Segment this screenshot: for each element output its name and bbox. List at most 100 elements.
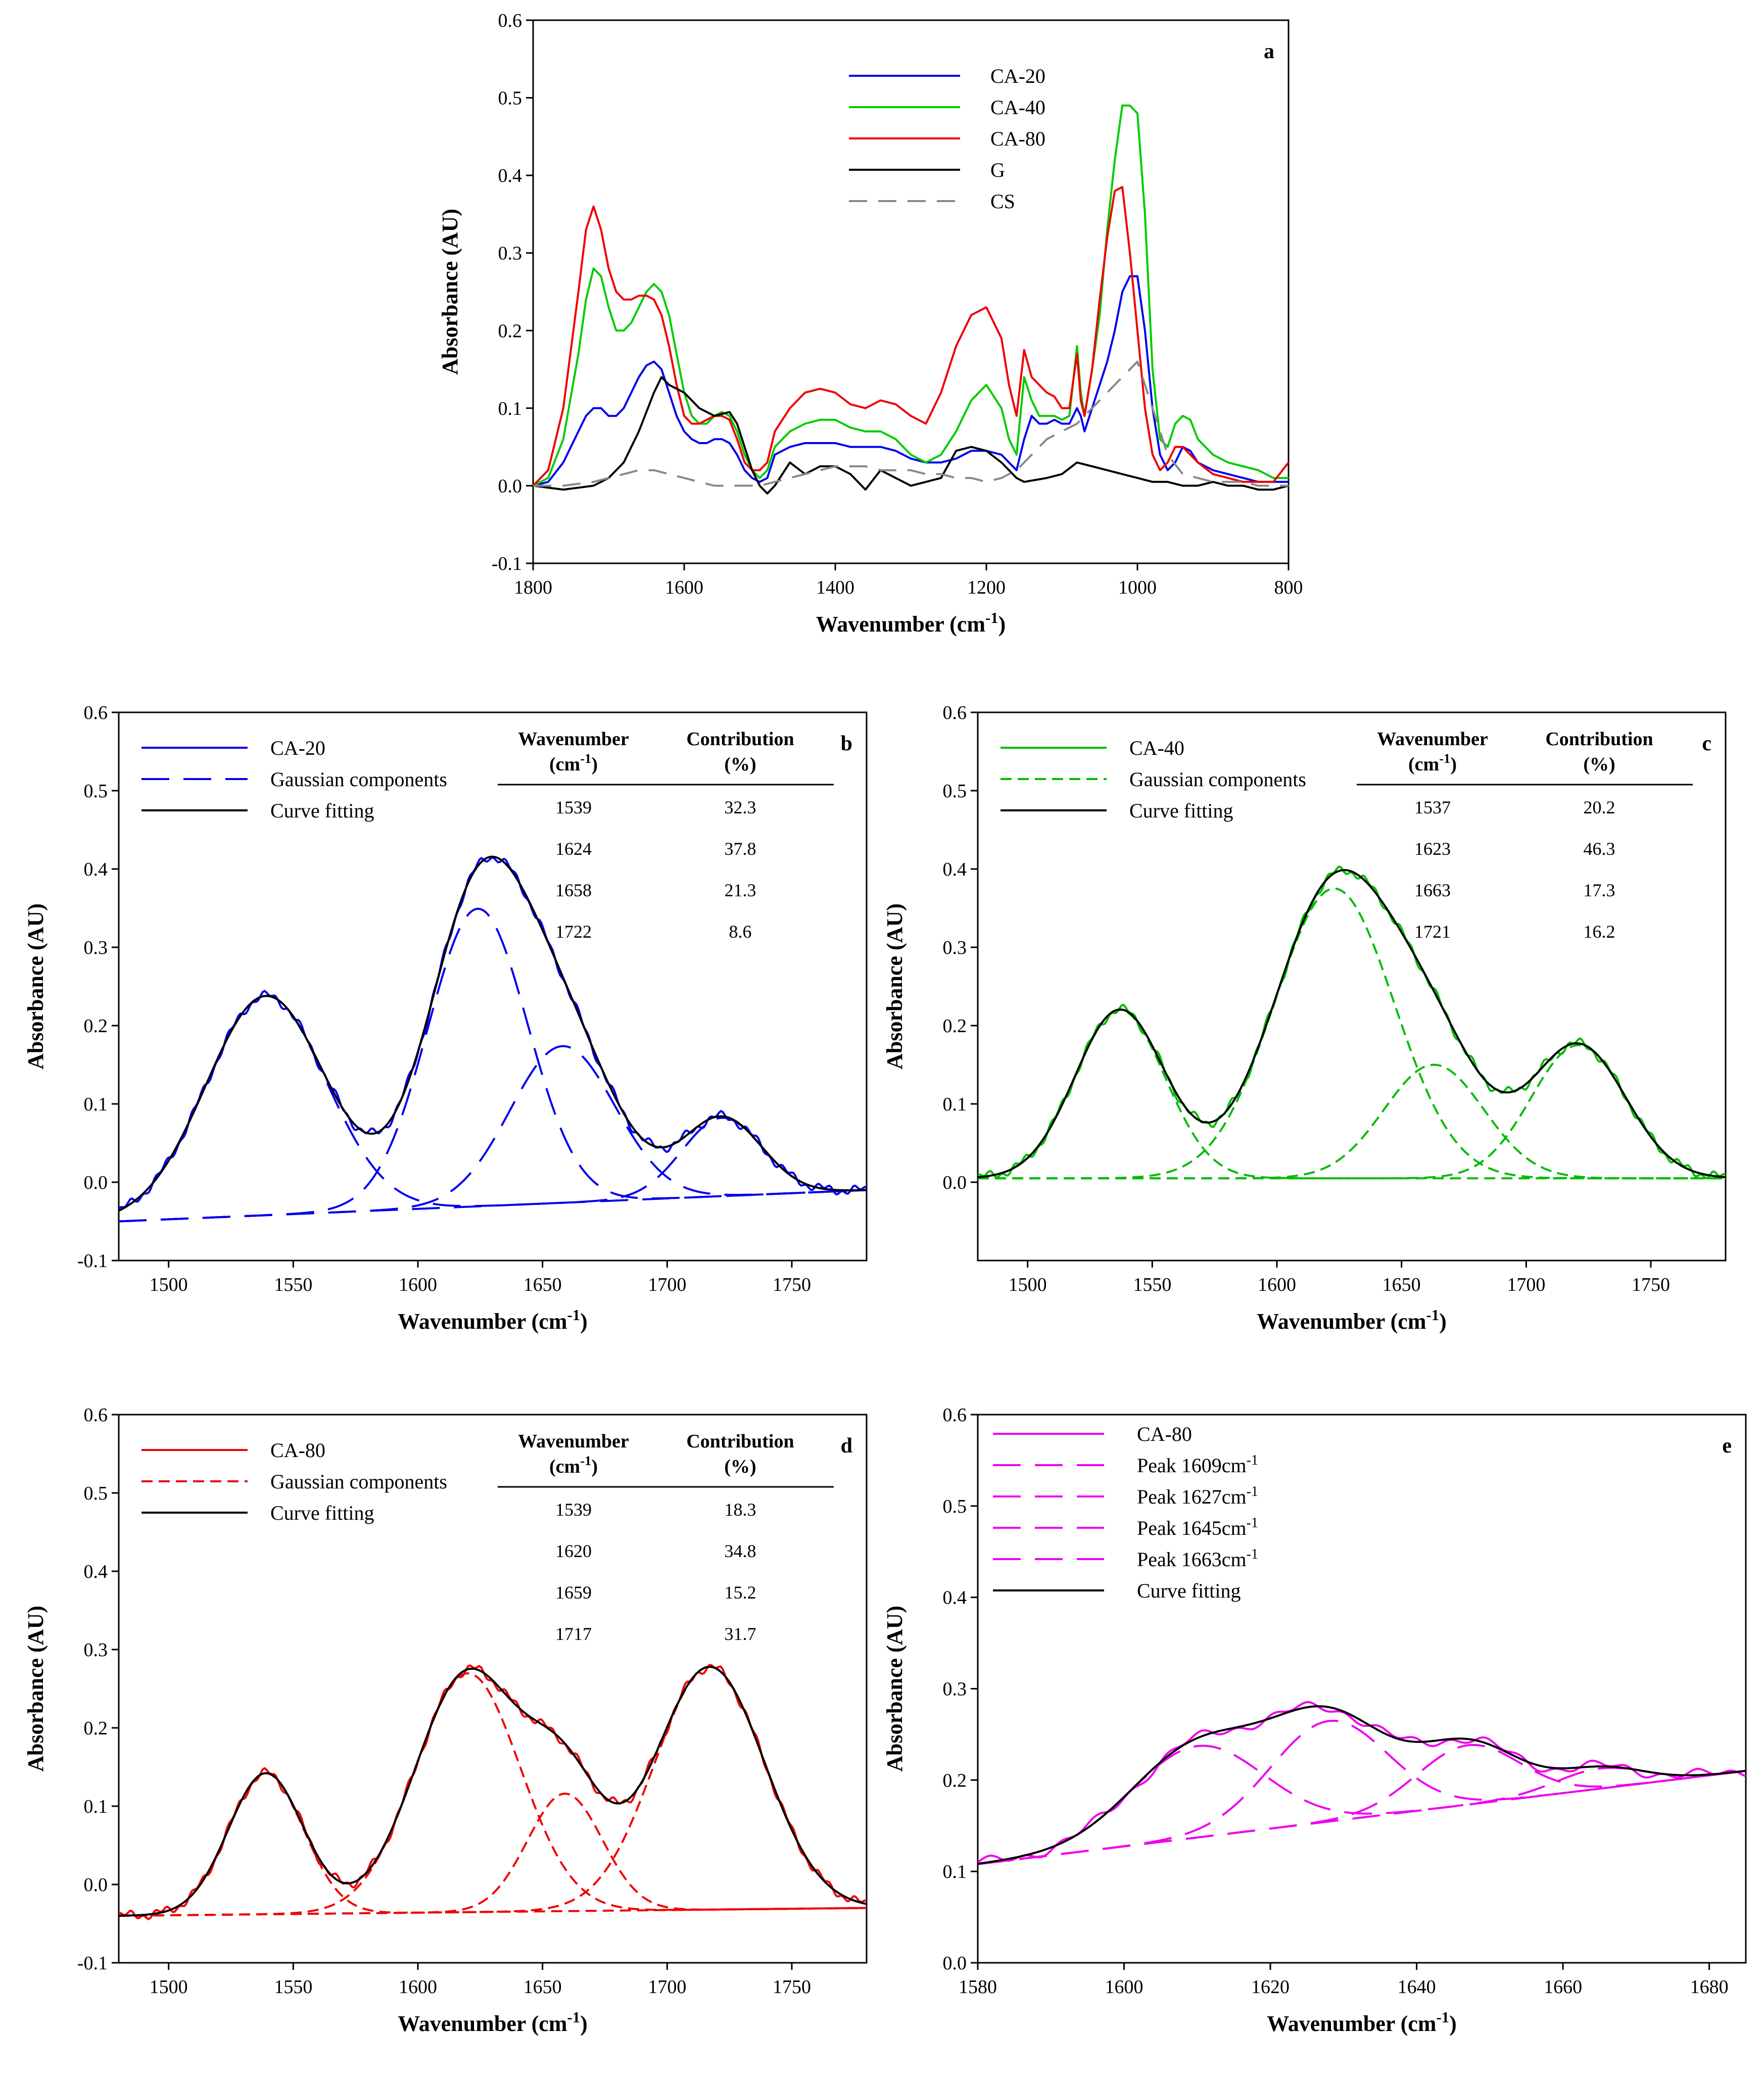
superscript: -1 — [1426, 1307, 1439, 1324]
table-cell-contribution: 31.7 — [725, 1624, 756, 1644]
table-cell-wavenumber: 1717 — [555, 1624, 592, 1644]
table-cell-wavenumber: 1537 — [1414, 797, 1451, 817]
x-tick-label: 1580 — [959, 1976, 997, 1998]
x-tick-label: 1650 — [523, 1274, 562, 1295]
superscript: -1 — [580, 751, 591, 766]
y-tick-label: 0.1 — [84, 1796, 108, 1817]
legend-label: Curve fitting — [270, 799, 374, 822]
y-tick-label: 0.6 — [84, 1405, 108, 1426]
experimental-spectrum — [978, 1701, 1746, 1863]
superscript: -1 — [1247, 1453, 1258, 1468]
table-cell-wavenumber: 1623 — [1414, 839, 1451, 859]
y-tick-label: 0.2 — [84, 1718, 108, 1739]
y-tick-label: 0.6 — [943, 1405, 967, 1426]
text-span: Curve fitting — [1137, 1579, 1241, 1602]
text-span: Wavenumber (cm — [398, 2011, 567, 2036]
plot-frame — [118, 711, 868, 1262]
table-cell-wavenumber: 1620 — [555, 1541, 592, 1561]
curve-fitting-line — [978, 1705, 1746, 1865]
legend-label: CA-20 — [270, 737, 325, 759]
text-span: CA-80 — [1137, 1423, 1192, 1445]
superscript: -1 — [985, 609, 998, 626]
table-header-wavenumber: Wavenumber — [1377, 729, 1488, 750]
plot-frame — [118, 1414, 868, 1964]
experimental-spectrum — [978, 865, 1726, 1180]
legend-label: CA-20 — [990, 65, 1045, 87]
x-axis-label: Wavenumber (cm-1) — [398, 1307, 588, 1334]
gaussian-component — [119, 1045, 867, 1223]
legend-label: Curve fitting — [270, 1502, 374, 1524]
panel-letter: a — [1264, 40, 1274, 63]
y-tick-label: 0.0 — [943, 1172, 967, 1193]
x-tick-label: 1500 — [1009, 1274, 1047, 1295]
text-span: (cm — [549, 1456, 580, 1477]
y-tick-label: 0.4 — [943, 859, 967, 880]
legend-label: Gaussian components — [270, 768, 447, 791]
x-tick-label: 1800 — [514, 577, 552, 598]
superscript: -1 — [1247, 1546, 1258, 1562]
y-tick-label: -0.1 — [77, 1953, 108, 1974]
x-tick-label: 1200 — [967, 577, 1006, 598]
curve-fitting-line — [978, 869, 1726, 1179]
table-header-unit: (cm-1) — [549, 1453, 598, 1477]
series-line-ca-20 — [533, 275, 1289, 487]
y-tick-label: 0.0 — [84, 1172, 108, 1193]
plot-frame — [977, 711, 1727, 1262]
superscript: -1 — [1436, 2009, 1449, 2026]
y-tick-label: 0.4 — [943, 1587, 967, 1609]
table-cell-wavenumber: 1659 — [555, 1582, 592, 1603]
text-span: ) — [591, 754, 598, 775]
chart-panel-b: -0.1 0.0 0.1 0.2 0.3 0.4 0.5 0.6 1500 1550 1600 165… — [23, 702, 868, 1334]
x-tick-label: 1550 — [274, 1274, 312, 1295]
table-cell-wavenumber: 1722 — [555, 922, 592, 942]
table-header-contribution: Contribution — [686, 729, 794, 750]
table-cell-contribution: 15.2 — [725, 1582, 756, 1603]
gaussian-component — [978, 1745, 1746, 1865]
gaussian-component — [978, 1719, 1746, 1865]
text-span: Wavenumber (cm — [398, 1309, 567, 1334]
table-header-wavenumber: Wavenumber — [518, 729, 629, 750]
y-tick-label: 0.1 — [943, 1861, 967, 1882]
chart-panel-d: -0.1 0.0 0.1 0.2 0.3 0.4 0.5 0.6 1500 1550 1600 165… — [23, 1405, 868, 2036]
text-span: Wavenumber (cm — [1257, 1309, 1426, 1334]
legend-label: Curve fitting — [1129, 799, 1233, 822]
y-axis-label: Absorbance (AU) — [882, 903, 907, 1070]
y-tick-label: 0.2 — [498, 320, 522, 342]
text-span: (cm — [1408, 754, 1439, 775]
x-tick-label: 1750 — [773, 1976, 811, 1998]
text-span: (cm — [549, 754, 580, 775]
x-tick-label: 1550 — [274, 1976, 312, 1998]
x-tick-label: 1700 — [1507, 1274, 1545, 1295]
table-cell-contribution: 16.2 — [1584, 922, 1615, 942]
y-tick-label: 0.3 — [498, 243, 522, 264]
x-axis-label: Wavenumber (cm-1) — [1257, 1307, 1447, 1334]
series-line-ca-40 — [533, 104, 1289, 487]
x-axis-label: Wavenumber (cm-1) — [398, 2009, 588, 2036]
x-tick-label: 1640 — [1398, 1976, 1436, 1998]
y-tick-label: 0.2 — [943, 1770, 967, 1791]
text-span: ) — [1450, 754, 1457, 775]
text-span: Peak 1645cm — [1137, 1517, 1247, 1539]
table-header-contribution: Contribution — [1545, 729, 1653, 750]
table-cell-contribution: 37.8 — [725, 839, 756, 859]
experimental-spectrum — [119, 1664, 867, 1920]
x-tick-label: 1000 — [1118, 577, 1157, 598]
y-tick-label: 0.6 — [84, 702, 108, 723]
table-cell-wavenumber: 1658 — [555, 880, 592, 900]
y-tick-label: 0.4 — [498, 165, 522, 186]
y-tick-label: 0.5 — [498, 88, 522, 109]
table-cell-wavenumber: 1663 — [1414, 880, 1451, 900]
legend-label: Gaussian components — [270, 1470, 447, 1493]
x-tick-label: 1500 — [150, 1274, 188, 1295]
x-tick-label: 1650 — [523, 1976, 562, 1998]
x-axis-label: Wavenumber (cm-1) — [816, 609, 1006, 637]
gaussian-component — [978, 1063, 1726, 1180]
legend-label: Peak 1609cm-1 — [1137, 1453, 1258, 1477]
table-cell-wavenumber: 1624 — [555, 839, 592, 859]
legend-label: Peak 1627cm-1 — [1137, 1484, 1258, 1509]
y-tick-label: 0.1 — [943, 1094, 967, 1115]
plot-area — [119, 1664, 867, 1920]
chart-panel-e: 0.0 0.1 0.2 0.3 0.4 0.5 0.6 1580 1600 1620 1640 166… — [882, 1405, 1747, 2036]
table-cell-wavenumber: 1539 — [555, 1499, 592, 1520]
